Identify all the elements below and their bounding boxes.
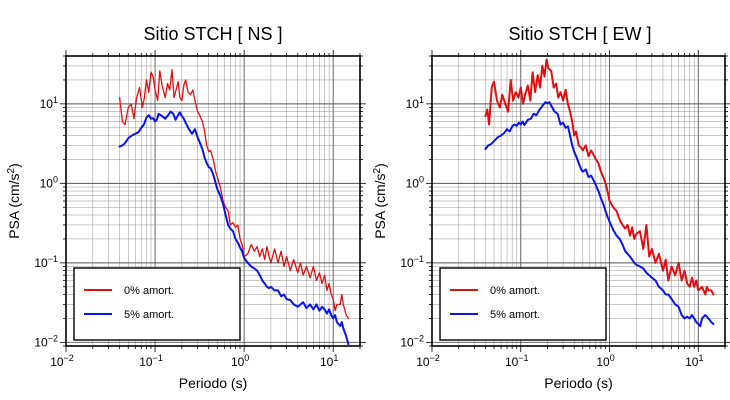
chart-title: Sitio STCH [ NS ]: [143, 24, 282, 44]
panel-ew: Sitio STCH [ EW ] 10−2 10−1 100 10110−210−1…: [372, 24, 730, 391]
y-tick-label-base: 10: [400, 335, 414, 349]
x-tick-label-base: 10: [685, 355, 699, 369]
plot-frame: [431, 55, 726, 347]
x-tick-label: 10−2: [50, 353, 74, 369]
y-axis-label-close: ): [372, 163, 388, 168]
y-axis-label: PSA (cm/s2): [6, 163, 22, 239]
y-tick-label-base: 10: [34, 256, 48, 270]
series-line-amort-5: [484, 101, 715, 328]
x-tick-label: 10−2: [416, 353, 440, 369]
x-tick-label-exp: −2: [430, 353, 440, 363]
x-tick-label-exp: −1: [518, 353, 528, 363]
x-tick-label: 10−1: [505, 353, 529, 369]
y-tick-label-base: 10: [40, 97, 54, 111]
y-tick-label-exp: −1: [48, 254, 58, 264]
y-tick-label-exp: 1: [419, 95, 424, 105]
x-tick-label-base: 10: [50, 355, 64, 369]
x-tick-label-base: 10: [596, 355, 610, 369]
y-tick-label-base: 10: [34, 335, 48, 349]
x-tick-label: 101: [320, 353, 338, 369]
legend: 0% amort. 5% amort.: [439, 267, 607, 341]
y-tick-label: 10−2: [34, 333, 58, 349]
legend-box: [73, 267, 241, 341]
series-line-amort-0: [484, 58, 715, 296]
x-axis-label: Periodo (s): [544, 375, 612, 391]
x-axis-label: Periodo (s): [179, 375, 247, 391]
y-tick-label-exp: −2: [414, 333, 424, 343]
series-line-amort-0: [118, 68, 350, 320]
y-axis-label-sup: 2: [372, 167, 383, 173]
y-tick-label: 101: [40, 95, 58, 111]
y-tick-label-exp: 0: [53, 174, 58, 184]
legend-label: 0% amort.: [124, 285, 174, 297]
y-tick-label: 10−1: [34, 254, 58, 270]
y-axis-label-close: ): [6, 163, 22, 168]
chart-title: Sitio STCH [ EW ]: [508, 24, 651, 44]
y-axis-label-sup: 2: [6, 167, 17, 173]
x-tick-label: 101: [685, 353, 703, 369]
y-axis-label: PSA (cm/s2): [372, 163, 388, 239]
x-tick-label: 100: [596, 353, 614, 369]
y-tick-label: 100: [40, 174, 58, 190]
y-tick-label-base: 10: [400, 256, 414, 270]
x-tick-label-base: 10: [231, 355, 245, 369]
y-axis-label-main: PSA (cm/s: [6, 173, 22, 238]
x-tick-label: 10−1: [139, 353, 163, 369]
y-tick-label-base: 10: [406, 97, 420, 111]
y-tick-label-exp: −1: [414, 254, 424, 264]
x-tick-label-base: 10: [139, 355, 153, 369]
panel-ns: Sitio STCH [ NS ] 10−2 10−1 100 10110−210−1…: [6, 24, 366, 391]
x-tick-label-base: 10: [320, 355, 334, 369]
x-tick-label-exp: 0: [244, 353, 249, 363]
y-tick-label-base: 10: [406, 176, 420, 190]
y-tick-label: 100: [406, 174, 424, 190]
x-tick-label-exp: −1: [153, 353, 163, 363]
y-axis-label-main: PSA (cm/s: [372, 173, 388, 238]
legend-box: [439, 267, 607, 341]
y-tick-label: 10−1: [400, 254, 424, 270]
x-tick-label-exp: 1: [333, 353, 338, 363]
y-tick-label-exp: −2: [48, 333, 58, 343]
legend-label: 0% amort.: [490, 285, 540, 297]
x-tick-label-base: 10: [416, 355, 430, 369]
y-tick-label-exp: 1: [53, 95, 58, 105]
x-tick-label-base: 10: [505, 355, 519, 369]
x-tick-label-exp: −2: [64, 353, 74, 363]
y-tick-label-base: 10: [40, 176, 54, 190]
y-tick-label-exp: 0: [419, 174, 424, 184]
legend-label: 5% amort.: [124, 309, 174, 321]
x-tick-label-exp: 0: [610, 353, 615, 363]
x-tick-label-exp: 1: [698, 353, 703, 363]
legend-label: 5% amort.: [490, 309, 540, 321]
x-tick-label: 100: [231, 353, 249, 369]
series-line-amort-5: [118, 110, 350, 346]
plot-frame: [65, 55, 361, 347]
y-tick-label: 10−2: [400, 333, 424, 349]
legend: 0% amort. 5% amort.: [73, 267, 241, 341]
y-tick-label: 101: [406, 95, 424, 111]
